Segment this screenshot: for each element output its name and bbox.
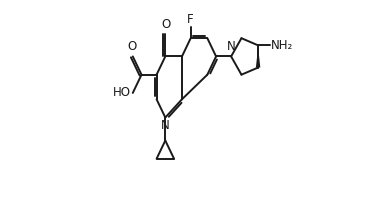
Text: O: O [127, 40, 137, 53]
Text: N: N [227, 40, 235, 53]
Text: F: F [187, 13, 194, 26]
Text: N: N [161, 119, 170, 132]
Text: HO: HO [113, 87, 131, 99]
Text: NH₂: NH₂ [271, 39, 293, 52]
Polygon shape [256, 45, 260, 68]
Text: O: O [161, 18, 171, 31]
